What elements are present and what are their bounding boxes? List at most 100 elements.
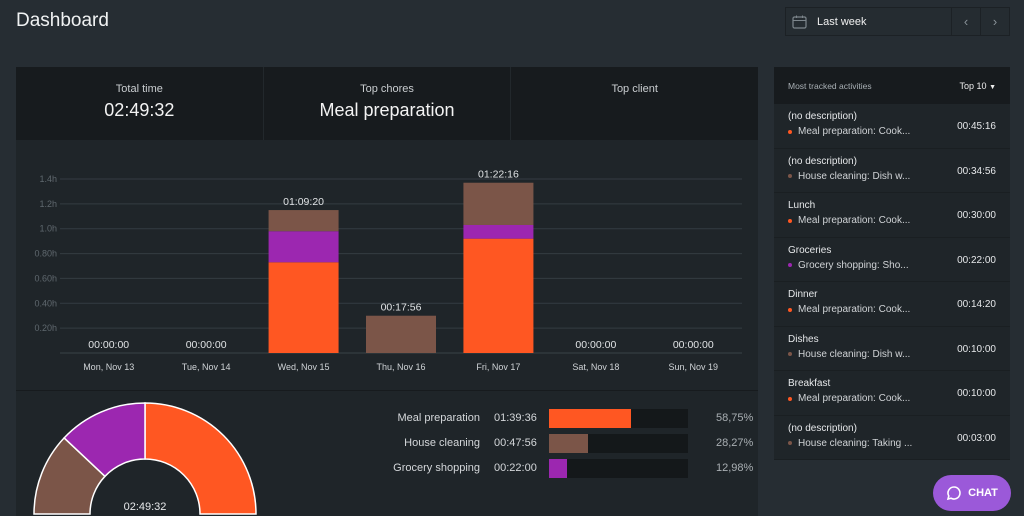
top-filter-dropdown[interactable]: Top 10 ▼ xyxy=(960,81,996,91)
stat-value: Meal preparation xyxy=(319,100,455,120)
project-name: Grocery shopping xyxy=(393,462,480,474)
chat-label: CHAT xyxy=(968,487,998,499)
activity-time: 00:45:16 xyxy=(957,121,996,132)
next-period-button[interactable]: › xyxy=(980,8,1009,35)
page-title: Dashboard xyxy=(16,10,109,31)
stat-top-chores: Top chores Meal preparation xyxy=(264,67,512,140)
stat-label: Top client xyxy=(611,83,658,95)
bar-segment-cleaning xyxy=(268,210,339,232)
bar-segment-grocery xyxy=(268,231,339,263)
y-tick-label: 0.40h xyxy=(34,298,57,308)
project-color-dot xyxy=(788,263,792,267)
activity-item[interactable]: (no description) House cleaning: Dish w..… xyxy=(774,149,1010,193)
top-filter-label: Top 10 xyxy=(959,80,987,91)
activity-description: Breakfast xyxy=(788,378,831,389)
progress-fill xyxy=(549,408,631,428)
bar-total-label: 00:00:00 xyxy=(88,339,129,351)
x-tick-label: Mon, Nov 13 xyxy=(83,362,134,372)
project-color-dot xyxy=(788,396,792,401)
donut-slice-grocery xyxy=(63,402,146,478)
activity-time: 00:10:00 xyxy=(957,343,996,355)
activity-project: House cleaning: Taking ... xyxy=(798,437,913,449)
x-tick-label: Sun, Nov 19 xyxy=(669,362,719,372)
project-percent: 28,27% xyxy=(716,437,754,449)
caret-down-icon: ▼ xyxy=(989,83,996,91)
x-tick-label: Wed, Nov 15 xyxy=(278,362,330,372)
y-tick-label: 0.20h xyxy=(34,323,57,333)
donut-center-label: 02:49:32 xyxy=(124,501,167,513)
activity-time: 00:10:00 xyxy=(957,388,996,399)
activity-description: Lunch xyxy=(788,200,816,211)
bar-chart: 0.20h 0.40h 0.60h 0.80h 1.0h 1.2h 1.4h 00:00:00… xyxy=(34,169,742,372)
project-color-dot xyxy=(788,307,792,312)
activity-description: (no description) xyxy=(788,155,857,167)
stat-top-client: Top client xyxy=(511,67,758,140)
project-name: House cleaning xyxy=(404,437,480,449)
activity-description: Dinner xyxy=(788,289,818,300)
activity-description: (no description) xyxy=(788,422,857,434)
progress-fill xyxy=(549,433,589,453)
activity-item[interactable]: Lunch Meal preparation: Cook... 00:30:00 xyxy=(774,193,1010,238)
donut-slice-meal xyxy=(144,402,257,515)
project-time: 00:47:56 xyxy=(494,437,537,449)
project-percent: 58,75% xyxy=(716,412,754,424)
chat-button[interactable]: CHAT xyxy=(933,475,1011,511)
y-tick-label: 1.4h xyxy=(39,174,57,184)
project-name: Meal preparation xyxy=(397,412,480,424)
project-time: 00:22:00 xyxy=(494,462,537,474)
divider xyxy=(16,390,758,391)
activity-item[interactable]: Dishes House cleaning: Dish w... 00:10:00 xyxy=(774,327,1010,371)
progress-track xyxy=(549,433,688,453)
bar-total-label: 00:00:00 xyxy=(186,339,227,351)
project-color-dot xyxy=(788,129,792,134)
activity-item[interactable]: (no description) Meal preparation: Cook..… xyxy=(774,104,1010,149)
stat-label: Total time xyxy=(115,83,163,95)
chat-bubble-icon xyxy=(946,486,961,501)
calendar-icon xyxy=(792,15,807,29)
project-percent: 12,98% xyxy=(716,462,754,474)
project-color-dot xyxy=(788,218,792,223)
activity-time: 00:03:00 xyxy=(957,432,996,444)
donut-chart: 02:49:32 xyxy=(33,402,257,515)
activity-project: Meal preparation: Cook... xyxy=(798,393,911,404)
progress-track xyxy=(549,408,688,428)
date-range-button[interactable]: Last week xyxy=(786,15,951,29)
activity-time: 00:14:20 xyxy=(957,299,996,310)
breakdown-row: House cleaning 00:47:56 28,27% xyxy=(16,433,758,453)
prev-period-button[interactable]: ‹ xyxy=(951,8,980,35)
y-tick-label: 1.0h xyxy=(39,224,57,234)
stat-total-time: Total time 02:49:32 xyxy=(16,67,264,140)
activity-item[interactable]: Dinner Meal preparation: Cook... 00:14:20 xyxy=(774,282,1010,327)
bar-total-label: 01:09:20 xyxy=(283,196,324,208)
bar-total-label: 01:22:16 xyxy=(478,169,519,181)
x-tick-label: Thu, Nov 16 xyxy=(376,362,425,372)
project-color-dot xyxy=(788,174,792,178)
activity-project: Meal preparation: Cook... xyxy=(798,126,911,137)
x-tick-label: Tue, Nov 14 xyxy=(182,362,231,372)
report-panel: Total time 02:49:32 Top chores Meal prepar… xyxy=(16,67,758,516)
most-tracked-panel: Most tracked activities Top 10 ▼ (no desc… xyxy=(774,67,1010,460)
bar-total-label: 00:00:00 xyxy=(673,339,714,351)
stat-value: 02:49:32 xyxy=(104,100,175,120)
x-tick-label: Fri, Nov 17 xyxy=(476,362,520,372)
project-color-dot xyxy=(788,441,792,445)
bar-segment-cleaning xyxy=(366,315,436,353)
bar-segment-meal xyxy=(463,238,534,353)
activity-project: Grocery shopping: Sho... xyxy=(798,259,909,271)
y-tick-label: 1.2h xyxy=(39,199,57,209)
activity-item[interactable]: (no description) House cleaning: Taking .… xyxy=(774,416,1010,460)
project-color-dot xyxy=(788,352,792,356)
activity-description: Dishes xyxy=(788,333,819,345)
activity-project: Meal preparation: Cook... xyxy=(798,215,911,226)
activity-project: Meal preparation: Cook... xyxy=(798,304,911,315)
y-tick-label: 0.60h xyxy=(34,273,57,283)
activity-item[interactable]: Breakfast Meal preparation: Cook... 00:10:… xyxy=(774,371,1010,416)
activity-item[interactable]: Groceries Grocery shopping: Sho... 00:22:0… xyxy=(774,238,1010,282)
bar-segment-cleaning xyxy=(463,182,534,225)
date-range-picker[interactable]: Last week ‹ › xyxy=(785,7,1010,36)
bar-total-label: 00:00:00 xyxy=(575,339,616,351)
activity-description: (no description) xyxy=(788,111,857,122)
summary-stats: Total time 02:49:32 Top chores Meal prepar… xyxy=(16,67,758,140)
y-tick-label: 0.80h xyxy=(34,249,57,259)
breakdown-row: Grocery shopping 00:22:00 12,98% xyxy=(16,458,758,478)
